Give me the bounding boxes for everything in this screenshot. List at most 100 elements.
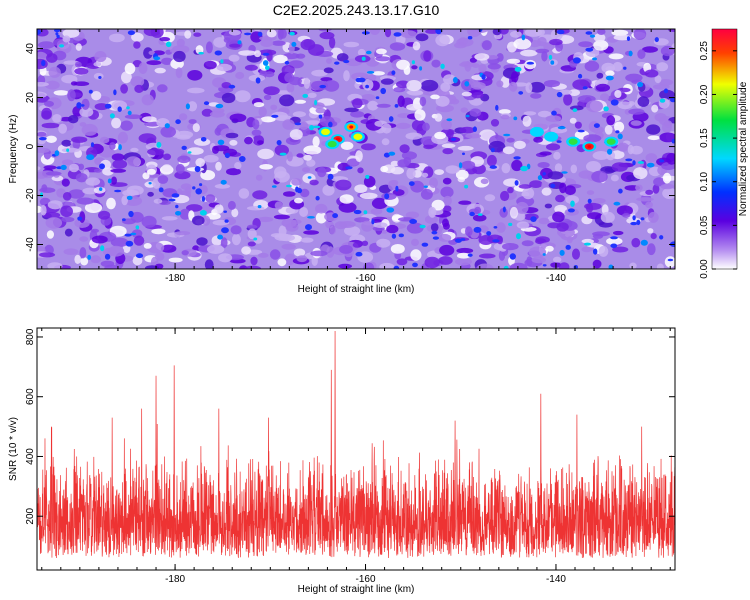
heatmap-y-axis-label: Frequency (Hz) — [8, 115, 19, 184]
heatmap-cell — [531, 256, 547, 264]
heatmap-cell — [193, 32, 202, 37]
heatmap-cell — [636, 197, 654, 202]
heatmap-cell — [570, 164, 578, 174]
heatmap-cell — [386, 207, 395, 213]
heatmap-cell — [107, 178, 112, 184]
heatmap-cell — [79, 236, 89, 242]
heatmap-cell — [285, 184, 292, 188]
heatmap-cell — [257, 31, 263, 37]
heatmap-cell — [470, 81, 486, 90]
heatmap-cell — [373, 222, 388, 229]
heatmap-cell — [157, 175, 169, 184]
heatmap-cell — [132, 255, 143, 266]
heatmap-cell — [357, 77, 366, 83]
heatmap-cell — [518, 184, 532, 189]
heatmap-cell — [98, 76, 102, 79]
heatmap-cell — [229, 139, 238, 146]
heatmap-cell — [138, 62, 148, 74]
heatmap-hotspot — [546, 133, 556, 140]
heatmap-cell — [306, 159, 316, 167]
heatmap-cell — [214, 50, 222, 56]
heatmap-cell — [632, 215, 636, 221]
heatmap-cell — [633, 29, 647, 40]
heatmap-cell — [357, 167, 364, 174]
heatmap-cell — [509, 253, 516, 260]
heatmap-hotspot — [606, 138, 616, 145]
heatmap-cell — [187, 87, 205, 94]
heatmap-cell — [393, 86, 406, 93]
heatmap-cell — [455, 258, 472, 266]
heatmap-cell — [332, 213, 338, 219]
heatmap-cell — [329, 225, 336, 235]
heatmap-cell — [244, 64, 258, 71]
colorbar-tick-label: 0.00 — [699, 259, 710, 279]
heatmap-cell — [548, 54, 553, 60]
heatmap-cell — [198, 51, 204, 55]
heatmap-cell — [646, 124, 661, 135]
heatmap-cell — [435, 34, 450, 47]
heatmap-cell — [637, 81, 644, 88]
heatmap-cell — [117, 106, 122, 112]
heatmap-cell — [381, 123, 392, 134]
heatmap-cell — [91, 91, 102, 101]
heatmap-cell — [625, 73, 643, 83]
heatmap-cell — [226, 168, 241, 176]
heatmap-cell — [176, 38, 185, 48]
heatmap-hotspot — [568, 138, 578, 145]
heatmap-cell — [443, 195, 452, 206]
heatmap-cell — [421, 172, 429, 178]
heatmap-cell — [338, 263, 352, 269]
heatmap-cell — [315, 211, 327, 224]
heatmap-cell — [666, 152, 675, 165]
heatmap-cell — [604, 125, 613, 135]
heatmap-cell — [122, 189, 139, 197]
heatmap-cell — [93, 62, 102, 67]
heatmap-cell — [363, 210, 368, 215]
heatmap-cell — [284, 72, 295, 83]
heatmap-cell — [76, 197, 95, 205]
heatmap-cell — [214, 204, 224, 214]
heatmap-cell — [231, 233, 241, 246]
heatmap-cell — [596, 72, 604, 79]
heatmap-cell — [247, 228, 257, 240]
heatmap-cell — [361, 220, 373, 232]
heatmap-cell — [135, 225, 140, 230]
heatmap-cell — [319, 84, 327, 89]
heatmap-cell — [128, 210, 134, 218]
heatmap-cell — [168, 257, 183, 263]
heatmap-cell — [434, 169, 445, 176]
heatmap-cell — [339, 244, 353, 254]
y-tick-label: -20 — [25, 188, 36, 203]
heatmap-cell — [201, 196, 206, 202]
heatmap-cell — [472, 214, 487, 222]
heatmap-cell — [551, 110, 557, 116]
heatmap-cell — [195, 158, 205, 167]
heatmap-cell — [637, 161, 645, 164]
heatmap-cell — [420, 79, 439, 92]
heatmap-cell — [406, 167, 416, 180]
heatmap-cell — [644, 69, 659, 78]
heatmap-cell — [424, 256, 440, 269]
heatmap-frame — [36, 28, 676, 270]
heatmap-cell — [264, 71, 275, 78]
heatmap-cell — [613, 201, 621, 206]
heatmap-cell — [199, 183, 203, 187]
heatmap-cell — [386, 224, 399, 234]
heatmap-cell — [411, 60, 415, 65]
heatmap-cell — [600, 93, 610, 102]
heatmap-cell — [379, 262, 395, 269]
heatmap-cell — [38, 252, 56, 258]
heatmap-cell — [464, 184, 469, 189]
heatmap-cell — [52, 114, 62, 123]
heatmap-cell — [175, 231, 191, 236]
heatmap-cell — [630, 120, 642, 126]
heatmap-cell — [490, 147, 495, 153]
heatmap-cell — [559, 182, 567, 194]
heatmap-cell — [296, 187, 303, 194]
heatmap-cell — [629, 262, 637, 269]
heatmap-cell — [153, 56, 161, 61]
heatmap-cell — [214, 183, 231, 189]
heatmap-cell — [266, 29, 277, 38]
heatmap-cell — [616, 205, 634, 216]
heatmap-cell — [41, 60, 46, 67]
